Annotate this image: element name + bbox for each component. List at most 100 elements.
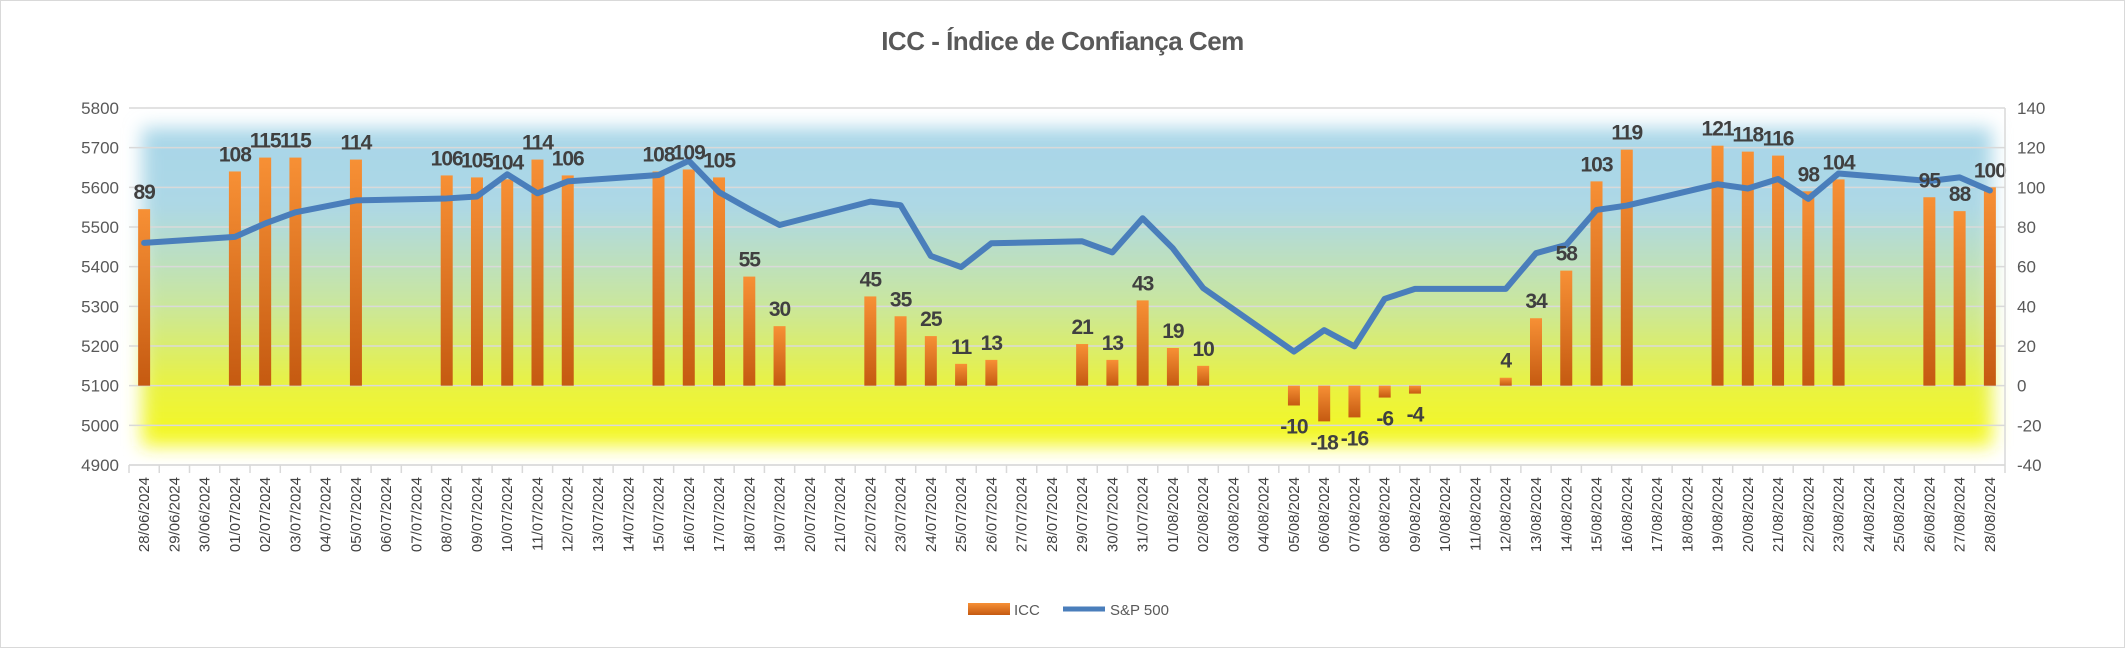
x-tick-label: 02/08/2024: [1195, 477, 1212, 552]
icc-bar: [1711, 145, 1724, 386]
x-tick-label: 16/07/2024: [681, 477, 698, 552]
icc-data-label: 108: [219, 143, 252, 166]
legend-icc-swatch: [968, 603, 1010, 615]
x-tick-label: 31/07/2024: [1135, 477, 1152, 552]
x-tick-label: 04/07/2024: [318, 477, 335, 552]
icc-bar: [470, 177, 483, 386]
legend-icc-label: ICC: [1014, 602, 1040, 619]
y-left-tick-label: 5200: [81, 337, 119, 356]
x-tick-label: 08/07/2024: [439, 477, 456, 552]
x-tick-label: 28/07/2024: [1044, 477, 1061, 552]
x-tick-label: 03/08/2024: [1225, 477, 1242, 552]
icc-data-label: 58: [1556, 243, 1579, 266]
icc-data-label: 4: [1500, 350, 1512, 373]
x-tick-label: 10/08/2024: [1437, 477, 1454, 552]
icc-data-label: -18: [1311, 431, 1340, 454]
x-tick-label: 07/07/2024: [408, 477, 425, 552]
x-tick-label: 20/08/2024: [1740, 477, 1757, 552]
icc-data-label: 114: [522, 132, 554, 155]
x-tick-label: 24/07/2024: [923, 477, 940, 552]
icc-bar: [1953, 211, 1966, 386]
x-tick-label: 25/08/2024: [1891, 477, 1908, 552]
x-tick-label: 02/07/2024: [257, 477, 274, 552]
icc-data-label: 103: [1580, 153, 1612, 176]
x-tick-label: 24/08/2024: [1861, 477, 1878, 552]
x-tick-label: 30/07/2024: [1104, 477, 1121, 552]
icc-bar: [864, 296, 877, 386]
x-tick-label: 06/07/2024: [378, 477, 395, 552]
x-tick-label: 21/08/2024: [1770, 477, 1787, 552]
icc-data-label: 105: [461, 149, 494, 172]
y-left-tick-label: 5300: [81, 297, 119, 316]
x-tick-label: 15/08/2024: [1589, 477, 1606, 552]
icc-data-label: 88: [1949, 183, 1972, 206]
x-tick-label: 05/07/2024: [348, 477, 365, 552]
icc-bar: [1802, 191, 1815, 386]
icc-bar: [955, 363, 968, 386]
icc-data-label: 106: [431, 147, 463, 170]
y-left-tick-label: 5600: [81, 178, 119, 197]
y-right-tick-label: 120: [2017, 139, 2045, 158]
icc-bar: [1197, 365, 1210, 386]
x-tick-label: 30/06/2024: [197, 477, 214, 552]
icc-data-label: 30: [769, 298, 791, 321]
x-tick-label: 23/07/2024: [893, 477, 910, 552]
icc-data-label: 109: [673, 141, 705, 164]
x-tick-label: 05/08/2024: [1286, 477, 1303, 552]
icc-data-label: 119: [1611, 122, 1642, 145]
icc-bar: [1923, 197, 1936, 386]
icc-bar: [894, 316, 907, 386]
icc-data-label: 25: [920, 308, 943, 331]
x-tick-label: 12/07/2024: [560, 477, 577, 552]
x-tick-label: 22/08/2024: [1800, 477, 1817, 552]
y-right-tick-label: -20: [2017, 416, 2042, 435]
icc-bar: [289, 157, 302, 386]
icc-data-label: 34: [1525, 290, 1548, 313]
icc-data-label: 21: [1071, 316, 1094, 339]
icc-bar: [531, 159, 544, 386]
x-tick-label: 26/08/2024: [1921, 477, 1938, 552]
x-tick-label: 04/08/2024: [1256, 477, 1273, 552]
x-tick-label: 06/08/2024: [1316, 477, 1333, 552]
x-tick-label: 27/07/2024: [1014, 477, 1031, 552]
icc-data-label: 104: [491, 151, 524, 174]
icc-bar: [1560, 270, 1573, 386]
y-left-tick-label: 5500: [81, 218, 119, 237]
icc-bar: [228, 171, 241, 386]
icc-bar: [501, 179, 514, 386]
icc-data-label: 100: [1974, 159, 2006, 182]
y-right-tick-label: 60: [2017, 258, 2036, 277]
icc-data-label: 108: [642, 143, 675, 166]
y-right-tick-label: 100: [2017, 178, 2045, 197]
x-tick-label: 11/08/2024: [1467, 477, 1484, 551]
icc-bar: [138, 209, 151, 386]
icc-data-label: 13: [1102, 332, 1124, 355]
icc-bar: [682, 169, 695, 386]
x-tick-label: 29/07/2024: [1074, 477, 1091, 552]
icc-data-label: 121: [1702, 118, 1735, 141]
x-tick-label: 28/08/2024: [1982, 477, 1999, 552]
y-right-tick-label: 0: [2017, 377, 2026, 396]
icc-data-label: 19: [1162, 320, 1184, 343]
x-tick-label: 09/08/2024: [1407, 477, 1424, 552]
y-left-tick-label: 5800: [81, 99, 119, 118]
y-right-tick-label: 80: [2017, 218, 2036, 237]
icc-bar: [259, 157, 272, 386]
icc-bar: [1408, 385, 1421, 394]
icc-bar: [1166, 347, 1179, 386]
icc-bar: [1136, 300, 1149, 386]
icc-bar: [1832, 179, 1845, 386]
legend-sp500-label: S&P 500: [1110, 602, 1169, 619]
icc-data-label: 11: [951, 336, 973, 359]
icc-data-label: 105: [703, 149, 736, 172]
x-tick-label: 07/08/2024: [1346, 477, 1363, 552]
icc-bar: [1590, 181, 1603, 386]
icc-data-label: -16: [1341, 427, 1369, 450]
y-right-tick-label: 40: [2017, 297, 2036, 316]
x-tick-label: 19/07/2024: [772, 477, 789, 552]
y-right-tick-label: 20: [2017, 337, 2036, 356]
x-tick-label: 11/07/2024: [529, 477, 546, 551]
icc-bar: [1287, 385, 1300, 406]
x-tick-label: 14/08/2024: [1558, 477, 1575, 552]
icc-data-label: 115: [280, 130, 312, 153]
